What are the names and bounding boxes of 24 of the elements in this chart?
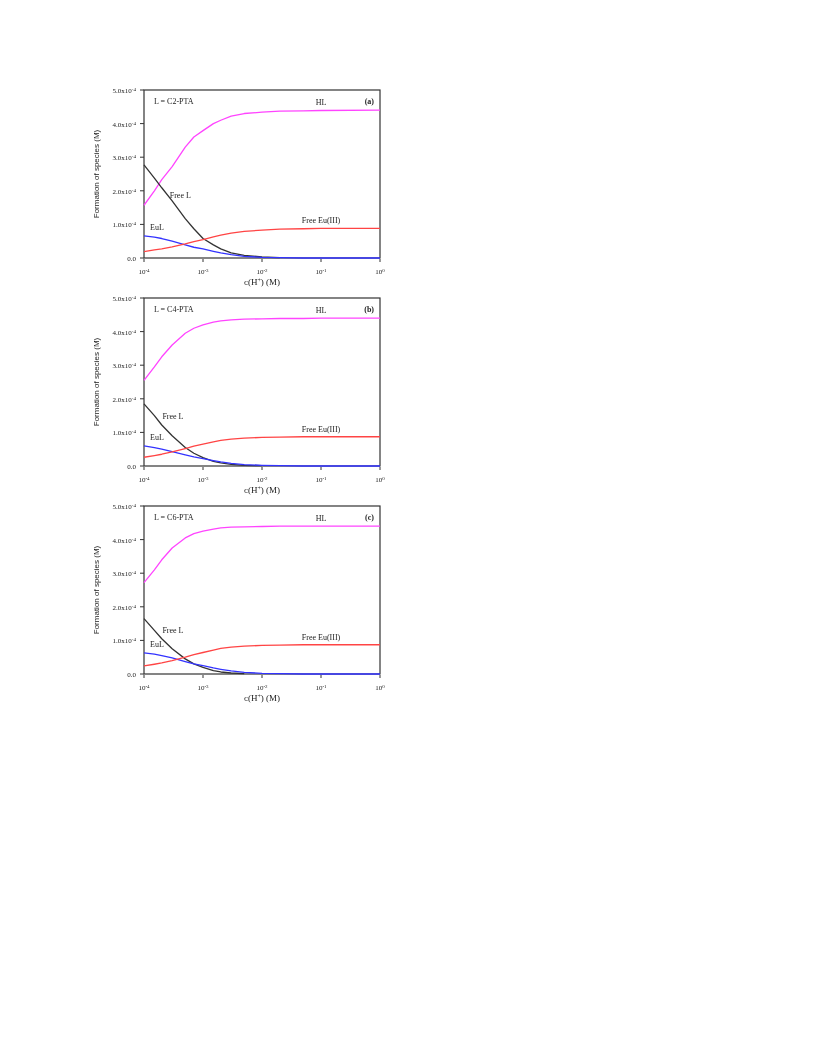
series-label: Free L: [169, 190, 191, 200]
y-axis-title: Formation of species (M): [92, 337, 101, 427]
series-label: Free L: [162, 411, 184, 421]
annotation: (b): [364, 305, 375, 314]
series-label: Free Eu(III): [301, 424, 341, 434]
annotation: (c): [365, 513, 375, 522]
series-label: Free Eu(III): [301, 216, 341, 226]
series-label: HL: [315, 306, 327, 316]
x-axis-title: c(H$^{+}$) (M): [243, 485, 281, 495]
series-label: EuL: [150, 432, 164, 442]
x-axis-title: c(H$^{+}$) (M): [243, 693, 281, 703]
x-axis-title: c(H$^{+}$) (M): [243, 277, 281, 287]
y-axis-title: Formation of species (M): [92, 129, 101, 219]
text: L = C4-PTA: [154, 305, 194, 314]
annotation: (a): [364, 97, 375, 106]
y-axis-title: Formation of species (M): [92, 545, 101, 635]
series-label: EuL: [150, 222, 164, 232]
series-label: Free Eu(III): [301, 632, 341, 642]
series-label: HL: [315, 514, 327, 524]
text: L = C2-PTA: [154, 97, 194, 106]
series-label: Free L: [162, 626, 184, 636]
series-label: HL: [315, 98, 327, 108]
series-label: EuL: [150, 639, 164, 649]
text: L = C6-PTA: [154, 513, 194, 522]
